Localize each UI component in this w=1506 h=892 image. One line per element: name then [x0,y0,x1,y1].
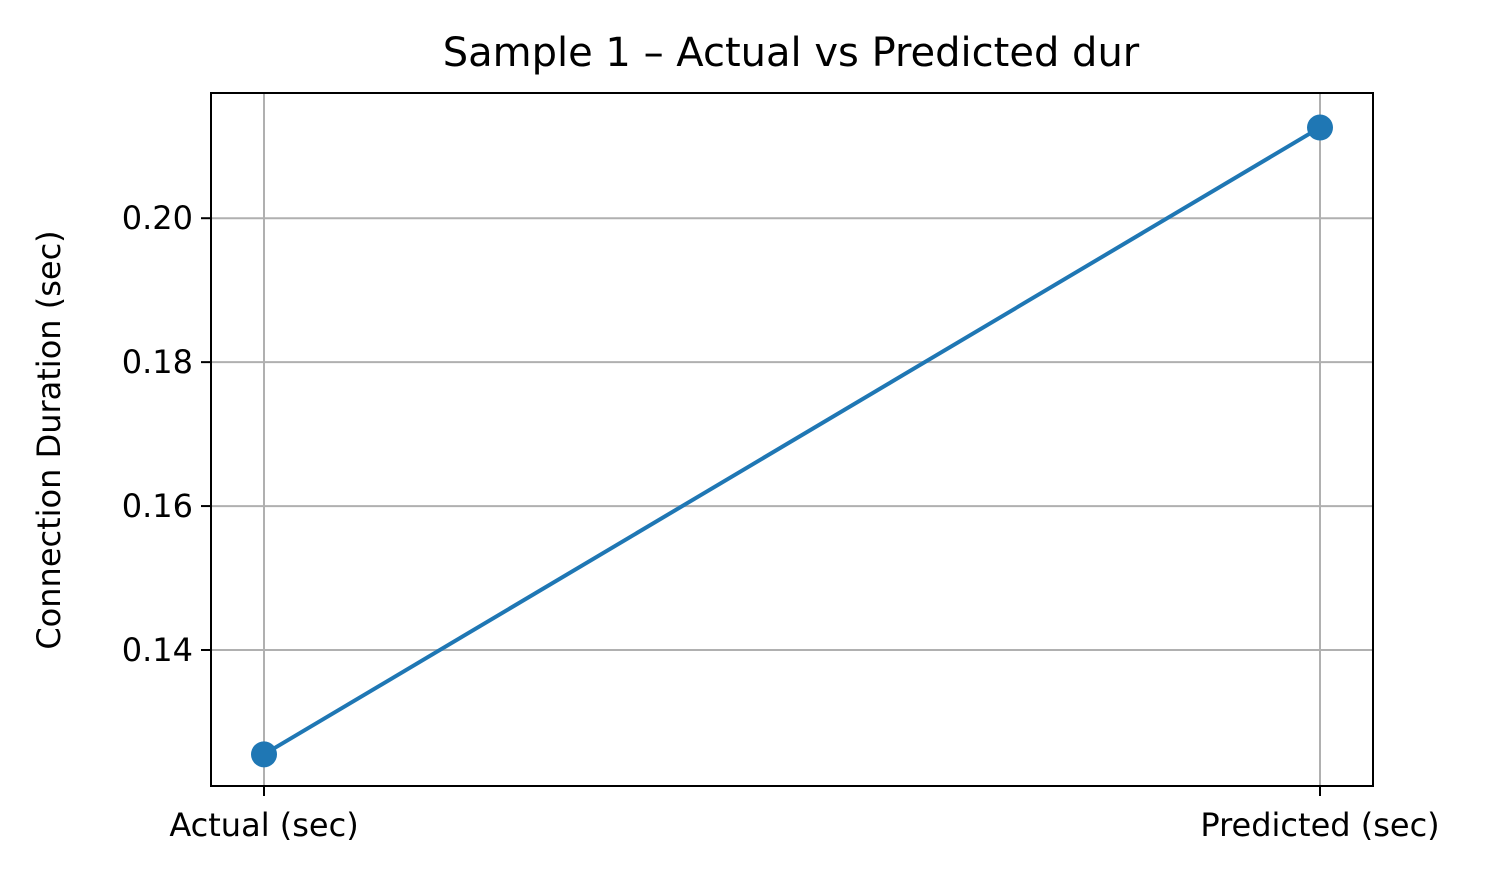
x-tick-label: Predicted (sec) [1200,806,1439,844]
data-point-marker [1307,114,1333,141]
chart-title: Sample 1 – Actual vs Predicted dur [443,30,1140,76]
y-tick-label: 0.14 [122,631,193,669]
series-layer [251,114,1333,768]
grid-lines [211,93,1373,786]
y-axis-label: Connection Duration (sec) [30,230,68,649]
x-axis: Actual (sec) Predicted (sec) [169,786,1440,844]
data-point-marker [251,741,277,768]
series-line [262,125,1322,757]
y-tick-label: 0.18 [122,343,193,381]
y-axis: 0.14 0.16 0.18 0.20 [122,199,211,669]
x-tick-label: Actual (sec) [169,806,358,844]
y-tick-label: 0.20 [122,199,193,237]
plot-frame [210,92,1374,787]
y-tick-label: 0.16 [122,487,193,525]
